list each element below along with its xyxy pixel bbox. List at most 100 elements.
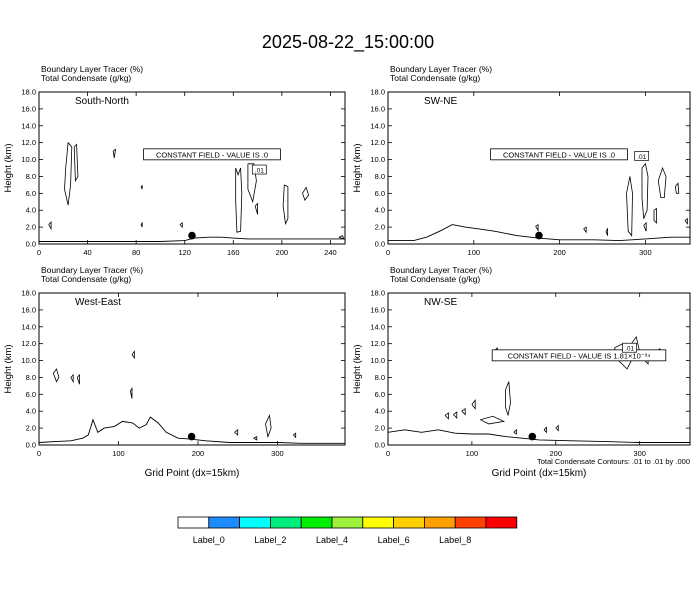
y-tick-label: 8.0 bbox=[375, 172, 385, 181]
panel-name: NW-SE bbox=[424, 297, 457, 308]
condensate-contour bbox=[130, 386, 133, 399]
y-tick-label: 12.0 bbox=[370, 339, 385, 348]
colorbar-swatch bbox=[393, 516, 425, 529]
y-tick-label: 18.0 bbox=[370, 88, 385, 97]
colorbar-swatch bbox=[362, 516, 394, 529]
y-axis-label: Height (km) bbox=[352, 344, 363, 393]
colorbar-label: Label_0 bbox=[193, 535, 225, 545]
condensate-contour bbox=[504, 381, 511, 416]
condensate-contour bbox=[626, 176, 633, 237]
condensate-contour bbox=[64, 141, 73, 206]
y-tick-label: 8.0 bbox=[26, 172, 36, 181]
panel-name: West-East bbox=[75, 297, 121, 308]
condensate-contour bbox=[583, 226, 587, 234]
y-tick-label: 16.0 bbox=[21, 305, 36, 314]
condensate-contour bbox=[112, 148, 117, 158]
y-axis-label: Height (km) bbox=[352, 143, 363, 192]
contour-label-box bbox=[622, 342, 637, 353]
x-axis-label: Grid Point (dx=15km) bbox=[492, 468, 587, 479]
colorbar-label: Label_6 bbox=[378, 535, 410, 545]
terrain-line bbox=[39, 236, 345, 242]
x-tick-label: 240 bbox=[324, 248, 337, 257]
condensate-contour bbox=[76, 373, 80, 385]
y-tick-label: 14.0 bbox=[370, 322, 385, 331]
y-tick-label: 2.0 bbox=[375, 424, 385, 433]
panel-header-line: Boundary Layer Tracer (%) bbox=[41, 265, 143, 275]
x-tick-label: 300 bbox=[633, 449, 646, 458]
condensate-contour bbox=[605, 227, 608, 236]
condensate-contour bbox=[338, 235, 345, 240]
condensate-contour bbox=[253, 435, 258, 441]
x-tick-label: 80 bbox=[132, 248, 140, 257]
panels: Boundary Layer Tracer (%) Total Condensat… bbox=[3, 64, 691, 479]
y-tick-label: 4.0 bbox=[26, 206, 36, 215]
y-tick-label: 2.0 bbox=[26, 424, 36, 433]
y-tick-label: 2.0 bbox=[375, 223, 385, 232]
condensate-contour bbox=[653, 207, 657, 224]
condensate-contour bbox=[453, 411, 458, 419]
plot-frame bbox=[387, 91, 691, 245]
x-axis-label: Grid Point (dx=15km) bbox=[145, 468, 240, 479]
condensate-contour bbox=[641, 162, 649, 219]
condensate-contour bbox=[471, 399, 476, 410]
y-tick-label: 6.0 bbox=[26, 390, 36, 399]
y-tick-label: 0.0 bbox=[26, 240, 36, 249]
condensate-contour bbox=[684, 217, 688, 225]
terrain-line bbox=[388, 224, 690, 242]
condensate-contour bbox=[247, 163, 257, 204]
condensate-contour bbox=[555, 424, 559, 432]
plot-frame bbox=[38, 91, 346, 245]
plot-frame bbox=[38, 292, 346, 446]
condensate-contour bbox=[265, 413, 272, 439]
y-tick-label: 16.0 bbox=[370, 305, 385, 314]
y-tick-label: 10.0 bbox=[370, 356, 385, 365]
x-tick-label: 160 bbox=[227, 248, 240, 257]
colorbar-label: Label_2 bbox=[254, 535, 286, 545]
y-tick-label: 4.0 bbox=[26, 407, 36, 416]
condensate-contour bbox=[293, 432, 297, 439]
x-tick-label: 40 bbox=[83, 248, 91, 257]
colorbar-swatch bbox=[300, 516, 333, 529]
condensate-contour bbox=[513, 428, 517, 435]
condensate-contour bbox=[70, 373, 74, 384]
contour-label: .01 bbox=[637, 154, 646, 161]
location-marker bbox=[188, 231, 196, 240]
y-tick-label: 12.0 bbox=[370, 138, 385, 147]
x-tick-label: 100 bbox=[466, 449, 479, 458]
terrain-line bbox=[38, 416, 345, 444]
y-tick-label: 8.0 bbox=[26, 373, 36, 382]
y-tick-label: 10.0 bbox=[21, 155, 36, 164]
panel-sw-ne: Boundary Layer Tracer (%)Total Condensat… bbox=[352, 64, 691, 257]
x-tick-label: 100 bbox=[468, 248, 481, 257]
y-tick-label: 0.0 bbox=[375, 240, 385, 249]
panel-south-north: Boundary Layer Tracer (%)Total Condensat… bbox=[3, 64, 346, 257]
panel-header-line: Total Condensate (g/kg) bbox=[390, 73, 480, 83]
y-tick-label: 10.0 bbox=[370, 155, 385, 164]
y-tick-label: 18.0 bbox=[370, 289, 385, 298]
y-tick-label: 8.0 bbox=[375, 373, 385, 382]
constant-field-box bbox=[490, 148, 628, 161]
y-tick-label: 4.0 bbox=[375, 407, 385, 416]
constant-field-box bbox=[491, 349, 667, 362]
x-tick-label: 200 bbox=[276, 248, 289, 257]
y-axis-label: Height (km) bbox=[3, 344, 14, 393]
condensate-contour bbox=[444, 412, 449, 420]
y-tick-label: 16.0 bbox=[370, 104, 385, 113]
colorbar-label: Label_8 bbox=[439, 535, 471, 545]
constant-field-message: CONSTANT FIELD - VALUE IS .0 bbox=[503, 150, 615, 159]
condensate-contour bbox=[235, 167, 243, 233]
condensate-contour bbox=[73, 143, 79, 183]
constant-field-message: CONSTANT FIELD - VALUE IS 1.81×10⁻³⁴ bbox=[508, 351, 651, 360]
condensate-contour bbox=[282, 184, 289, 226]
x-tick-label: 200 bbox=[550, 449, 563, 458]
colorbar-label: Label_4 bbox=[316, 535, 348, 545]
x-tick-label: 300 bbox=[639, 248, 652, 257]
y-tick-label: 14.0 bbox=[21, 121, 36, 130]
contour-label-box bbox=[251, 164, 267, 175]
panel-header-line: Total Condensate (g/kg) bbox=[390, 274, 480, 284]
colorbar-swatch bbox=[269, 516, 302, 529]
y-tick-label: 18.0 bbox=[21, 88, 36, 97]
colorbar-swatch bbox=[177, 516, 210, 529]
location-marker bbox=[187, 432, 196, 441]
contour-label: .01 bbox=[625, 346, 634, 353]
